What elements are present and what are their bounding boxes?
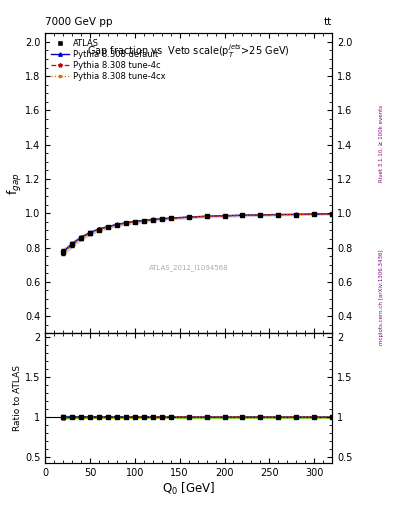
Pythia 8.308 default: [151, 217, 155, 223]
Pythia 8.308 tune-4cx: [294, 211, 299, 218]
Pythia 8.308 tune-4cx: [204, 214, 209, 220]
Pythia 8.308 tune-4cx: [240, 212, 245, 219]
Pythia 8.308 tune-4cx: [330, 211, 334, 217]
Pythia 8.308 tune-4cx: [70, 242, 74, 248]
Pythia 8.308 tune-4c: [61, 250, 66, 256]
Pythia 8.308 default: [160, 216, 164, 222]
Pythia 8.308 default: [132, 219, 137, 225]
Pythia 8.308 default: [240, 212, 245, 218]
Text: 7000 GeV pp: 7000 GeV pp: [45, 16, 113, 27]
Pythia 8.308 default: [258, 212, 263, 218]
Pythia 8.308 tune-4cx: [186, 214, 191, 220]
Pythia 8.308 tune-4cx: [160, 216, 164, 222]
Text: ATLAS_2012_I1094568: ATLAS_2012_I1094568: [149, 264, 228, 271]
Pythia 8.308 tune-4c: [106, 224, 110, 230]
Pythia 8.308 tune-4c: [70, 242, 74, 248]
Pythia 8.308 tune-4c: [294, 211, 299, 218]
Pythia 8.308 tune-4cx: [151, 217, 155, 223]
Pythia 8.308 tune-4c: [132, 219, 137, 225]
Pythia 8.308 tune-4c: [258, 212, 263, 218]
Pythia 8.308 default: [294, 211, 299, 218]
Pythia 8.308 default: [79, 234, 83, 241]
Pythia 8.308 default: [61, 249, 66, 255]
Pythia 8.308 tune-4cx: [222, 213, 227, 219]
Line: Pythia 8.308 default: Pythia 8.308 default: [61, 212, 334, 253]
Pythia 8.308 default: [312, 211, 316, 217]
Pythia 8.308 default: [276, 211, 281, 218]
Pythia 8.308 default: [123, 220, 128, 226]
Pythia 8.308 tune-4c: [276, 211, 281, 218]
Pythia 8.308 tune-4cx: [141, 218, 146, 224]
Pythia 8.308 tune-4cx: [123, 220, 128, 226]
Pythia 8.308 default: [330, 211, 334, 217]
Pythia 8.308 tune-4cx: [106, 224, 110, 230]
X-axis label: Q$_0$ [GeV]: Q$_0$ [GeV]: [162, 481, 215, 497]
Pythia 8.308 tune-4c: [123, 220, 128, 226]
Pythia 8.308 default: [97, 226, 101, 232]
Pythia 8.308 tune-4c: [168, 215, 173, 221]
Pythia 8.308 tune-4cx: [79, 235, 83, 241]
Pythia 8.308 default: [168, 215, 173, 221]
Pythia 8.308 default: [186, 214, 191, 220]
Pythia 8.308 tune-4cx: [276, 211, 281, 218]
Pythia 8.308 tune-4c: [330, 211, 334, 217]
Pythia 8.308 tune-4c: [204, 214, 209, 220]
Pythia 8.308 tune-4c: [97, 226, 101, 232]
Line: Pythia 8.308 tune-4c: Pythia 8.308 tune-4c: [61, 212, 334, 255]
Pythia 8.308 default: [204, 213, 209, 219]
Pythia 8.308 tune-4cx: [132, 219, 137, 225]
Pythia 8.308 tune-4cx: [97, 227, 101, 233]
Pythia 8.308 tune-4c: [160, 216, 164, 222]
Pythia 8.308 tune-4c: [186, 214, 191, 220]
Line: Pythia 8.308 tune-4cx: Pythia 8.308 tune-4cx: [62, 212, 334, 254]
Pythia 8.308 tune-4cx: [258, 212, 263, 218]
Pythia 8.308 default: [106, 223, 110, 229]
Text: mcplots.cern.ch [arXiv:1306.3436]: mcplots.cern.ch [arXiv:1306.3436]: [379, 249, 384, 345]
Pythia 8.308 default: [222, 212, 227, 219]
Pythia 8.308 tune-4c: [222, 213, 227, 219]
Pythia 8.308 tune-4c: [240, 212, 245, 219]
Y-axis label: Ratio to ATLAS: Ratio to ATLAS: [13, 366, 22, 431]
Pythia 8.308 default: [70, 241, 74, 247]
Pythia 8.308 tune-4c: [141, 218, 146, 224]
Pythia 8.308 default: [141, 218, 146, 224]
Legend: ATLAS, Pythia 8.308 default, Pythia 8.308 tune-4c, Pythia 8.308 tune-4cx: ATLAS, Pythia 8.308 default, Pythia 8.30…: [50, 37, 167, 83]
Text: Rivet 3.1.10, ≥ 100k events: Rivet 3.1.10, ≥ 100k events: [379, 105, 384, 182]
Pythia 8.308 tune-4cx: [88, 230, 92, 237]
Pythia 8.308 tune-4cx: [312, 211, 316, 217]
Text: Gap fraction vs  Veto scale(p$_T^{jets}$>25 GeV): Gap fraction vs Veto scale(p$_T^{jets}$>…: [87, 42, 290, 60]
Pythia 8.308 tune-4c: [88, 230, 92, 236]
Y-axis label: f$_{gap}$: f$_{gap}$: [6, 172, 24, 195]
Pythia 8.308 tune-4cx: [115, 222, 119, 228]
Pythia 8.308 tune-4c: [151, 217, 155, 223]
Text: tt: tt: [324, 16, 332, 27]
Pythia 8.308 tune-4c: [312, 211, 316, 217]
Pythia 8.308 tune-4c: [79, 235, 83, 241]
Pythia 8.308 tune-4cx: [61, 250, 66, 256]
Pythia 8.308 tune-4cx: [168, 216, 173, 222]
Pythia 8.308 default: [88, 229, 92, 236]
Pythia 8.308 tune-4c: [115, 222, 119, 228]
Pythia 8.308 default: [115, 221, 119, 227]
